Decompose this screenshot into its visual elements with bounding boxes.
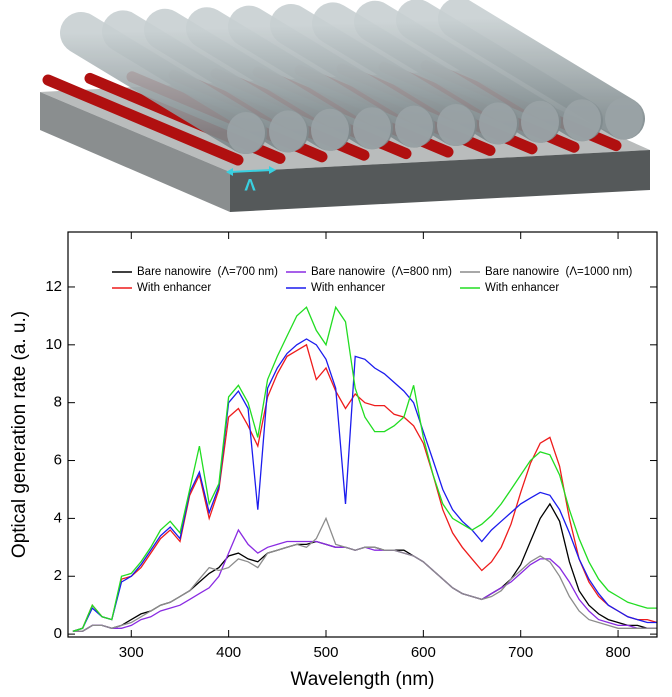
rod-end bbox=[227, 112, 265, 154]
x-tick-label: 700 bbox=[508, 644, 533, 661]
period-label: Λ bbox=[244, 175, 256, 194]
rod bbox=[144, 8, 351, 151]
legend-label: With enhancer bbox=[137, 282, 211, 294]
nanowire-illustration: Λ bbox=[40, 0, 650, 212]
series-line bbox=[72, 338, 657, 632]
period-arrow bbox=[229, 169, 273, 173]
rod bbox=[102, 10, 309, 153]
enhancer-rods bbox=[60, 0, 645, 154]
wire bbox=[42, 74, 244, 166]
rod bbox=[396, 0, 603, 142]
y-tick-label: 12 bbox=[45, 278, 62, 295]
legend-label: With enhancer bbox=[485, 282, 559, 294]
y-tick-label: 2 bbox=[54, 567, 62, 584]
legend-label: With enhancer bbox=[311, 282, 385, 294]
y-tick-label: 8 bbox=[54, 394, 62, 411]
rod bbox=[186, 7, 393, 150]
rod bbox=[270, 4, 477, 146]
plot-frame bbox=[67, 231, 658, 638]
arrow-head bbox=[226, 168, 233, 176]
rod-end bbox=[521, 100, 559, 143]
series-line bbox=[72, 528, 657, 632]
y-tick-label: 4 bbox=[54, 509, 62, 526]
rod bbox=[354, 0, 561, 143]
legend-label: Bare nanowire (Λ=800 nm) bbox=[311, 266, 452, 278]
series-line bbox=[72, 516, 657, 632]
rod-end bbox=[605, 97, 643, 140]
substrate-side bbox=[40, 92, 230, 212]
rod bbox=[312, 2, 519, 145]
x-axis-title: Wavelength (nm) bbox=[291, 669, 435, 690]
series-line bbox=[72, 343, 658, 632]
series-line bbox=[72, 305, 657, 632]
y-tick-label: 10 bbox=[45, 336, 62, 353]
arrow-head bbox=[269, 166, 276, 174]
x-tick-label: 600 bbox=[411, 644, 436, 661]
rod bbox=[60, 12, 267, 154]
y-tick-label: 6 bbox=[54, 452, 62, 469]
rod-end bbox=[311, 108, 349, 151]
rod-end bbox=[479, 102, 517, 145]
chart: 0 2 4 6 8 10 12 300 400 500 600 700 800 Bare nanowire… bbox=[9, 231, 658, 690]
legend-label: Bare nanowire (Λ=1000 nm) bbox=[485, 266, 633, 278]
rod bbox=[228, 5, 435, 148]
rod-end bbox=[395, 105, 433, 148]
x-tick-label: 800 bbox=[606, 644, 631, 661]
substrate-front bbox=[230, 150, 650, 212]
y-tick-label: 0 bbox=[54, 625, 62, 642]
rod-end bbox=[269, 110, 307, 153]
rod-end bbox=[353, 107, 391, 150]
rod-end bbox=[437, 104, 475, 146]
rod bbox=[438, 0, 645, 140]
x-tick-label: 500 bbox=[313, 644, 338, 661]
x-tick-label: 400 bbox=[216, 644, 241, 661]
legend-label: Bare nanowire (Λ=700 nm) bbox=[137, 266, 278, 278]
y-axis-title: Optical generation rate (a. u.) bbox=[9, 311, 30, 558]
rod-end bbox=[563, 99, 601, 142]
x-tick-label: 300 bbox=[119, 644, 144, 661]
series-line bbox=[72, 502, 657, 632]
